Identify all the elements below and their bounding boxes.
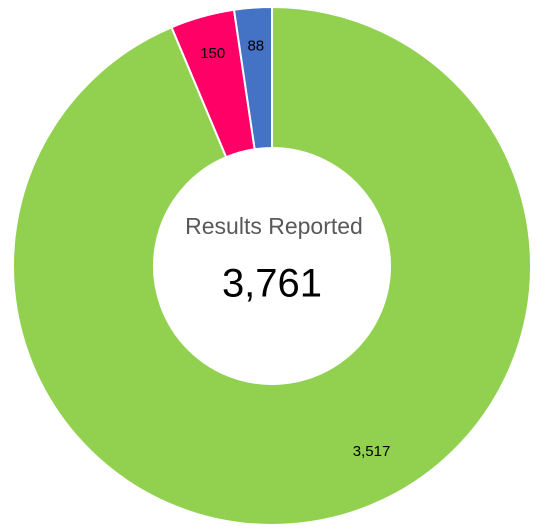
data-label: 3,517	[353, 443, 391, 460]
data-label: 88	[247, 38, 264, 55]
center-label: Results Reported	[185, 213, 363, 239]
donut-slice	[232, 5, 273, 151]
data-label: 150	[200, 45, 225, 62]
donut-slice	[12, 5, 532, 526]
center-value: 3,761	[222, 262, 322, 306]
